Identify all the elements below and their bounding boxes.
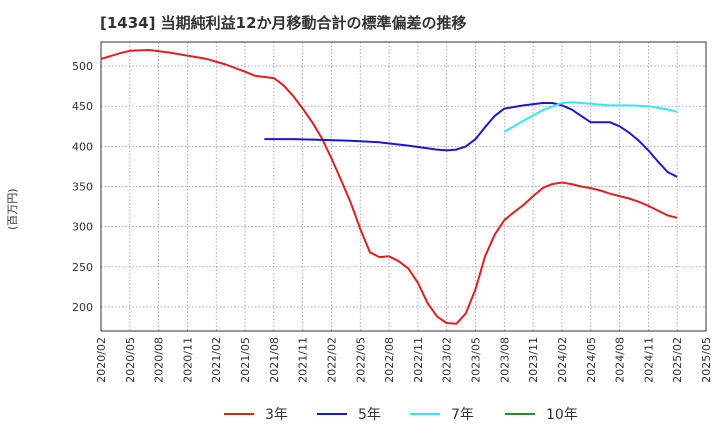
x-tick-label: 2023/11: [527, 337, 540, 383]
x-tick-label: 2025/02: [671, 337, 684, 383]
x-tick-label: 2022/08: [383, 337, 396, 383]
x-tick-label: 2023/08: [498, 337, 511, 383]
legend-label-2: 5年: [358, 407, 381, 423]
y-tick-label: 350: [72, 181, 93, 194]
y-tick-label: 250: [72, 261, 93, 274]
x-tick-label: 2020/02: [95, 337, 108, 383]
x-tick-label: 2025/05: [700, 337, 713, 383]
y-tick-label: 400: [72, 140, 93, 153]
x-tick-label: 2024/02: [556, 337, 569, 383]
x-tick-label: 2020/08: [153, 337, 166, 383]
x-tick-label: 2023/02: [441, 337, 454, 383]
legend-label-4: 10年: [546, 407, 578, 423]
x-tick-label: 2021/11: [297, 337, 310, 383]
legend-label-1: 3年: [265, 407, 288, 423]
x-tick-label: 2022/05: [354, 337, 367, 383]
y-tick-label: 200: [72, 301, 93, 314]
x-tick-label: 2023/05: [470, 337, 483, 383]
plot-frame: [100, 41, 707, 332]
x-tick-label: 2021/02: [210, 337, 223, 383]
y-tick-label: 300: [72, 221, 93, 234]
series-line-2: [264, 102, 678, 178]
series-line-3: [503, 101, 678, 133]
x-tick-label: 2021/05: [239, 337, 252, 383]
legend-label-3: 7年: [451, 407, 474, 423]
y-tick-label: 450: [72, 100, 93, 113]
x-tick-label: 2021/08: [268, 337, 281, 383]
x-tick-label: 2024/08: [614, 337, 627, 383]
x-tick-label: 2022/02: [325, 337, 338, 383]
x-tick-label: 2024/11: [642, 337, 655, 383]
y-tick-label: 500: [72, 60, 93, 73]
series-line-1: [100, 49, 678, 325]
chart-title: [1434] 当期純利益12か月移動合計の標準偏差の推移: [100, 14, 467, 32]
x-tick-label: 2020/11: [181, 337, 194, 383]
x-tick-label: 2020/05: [124, 337, 137, 383]
x-tick-label: 2022/11: [412, 337, 425, 383]
x-tick-label: 2024/05: [585, 337, 598, 383]
